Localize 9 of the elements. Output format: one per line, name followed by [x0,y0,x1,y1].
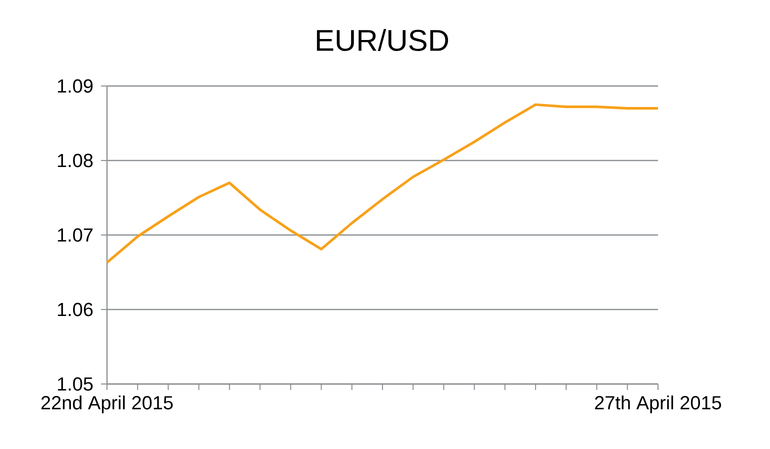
y-tick-label: 1.06 [58,302,93,316]
y-tick-label: 1.05 [58,377,93,391]
x-tick-label: 22nd April 2015 [41,396,173,414]
line-series [106,103,660,264]
y-tick-label: 1.08 [58,154,93,168]
y-tick-label: 1.09 [58,79,93,93]
y-tick-label: 1.07 [58,228,93,242]
chart-title: EUR/USD [316,28,448,52]
x-tick-label: 27th April 2015 [595,396,722,414]
